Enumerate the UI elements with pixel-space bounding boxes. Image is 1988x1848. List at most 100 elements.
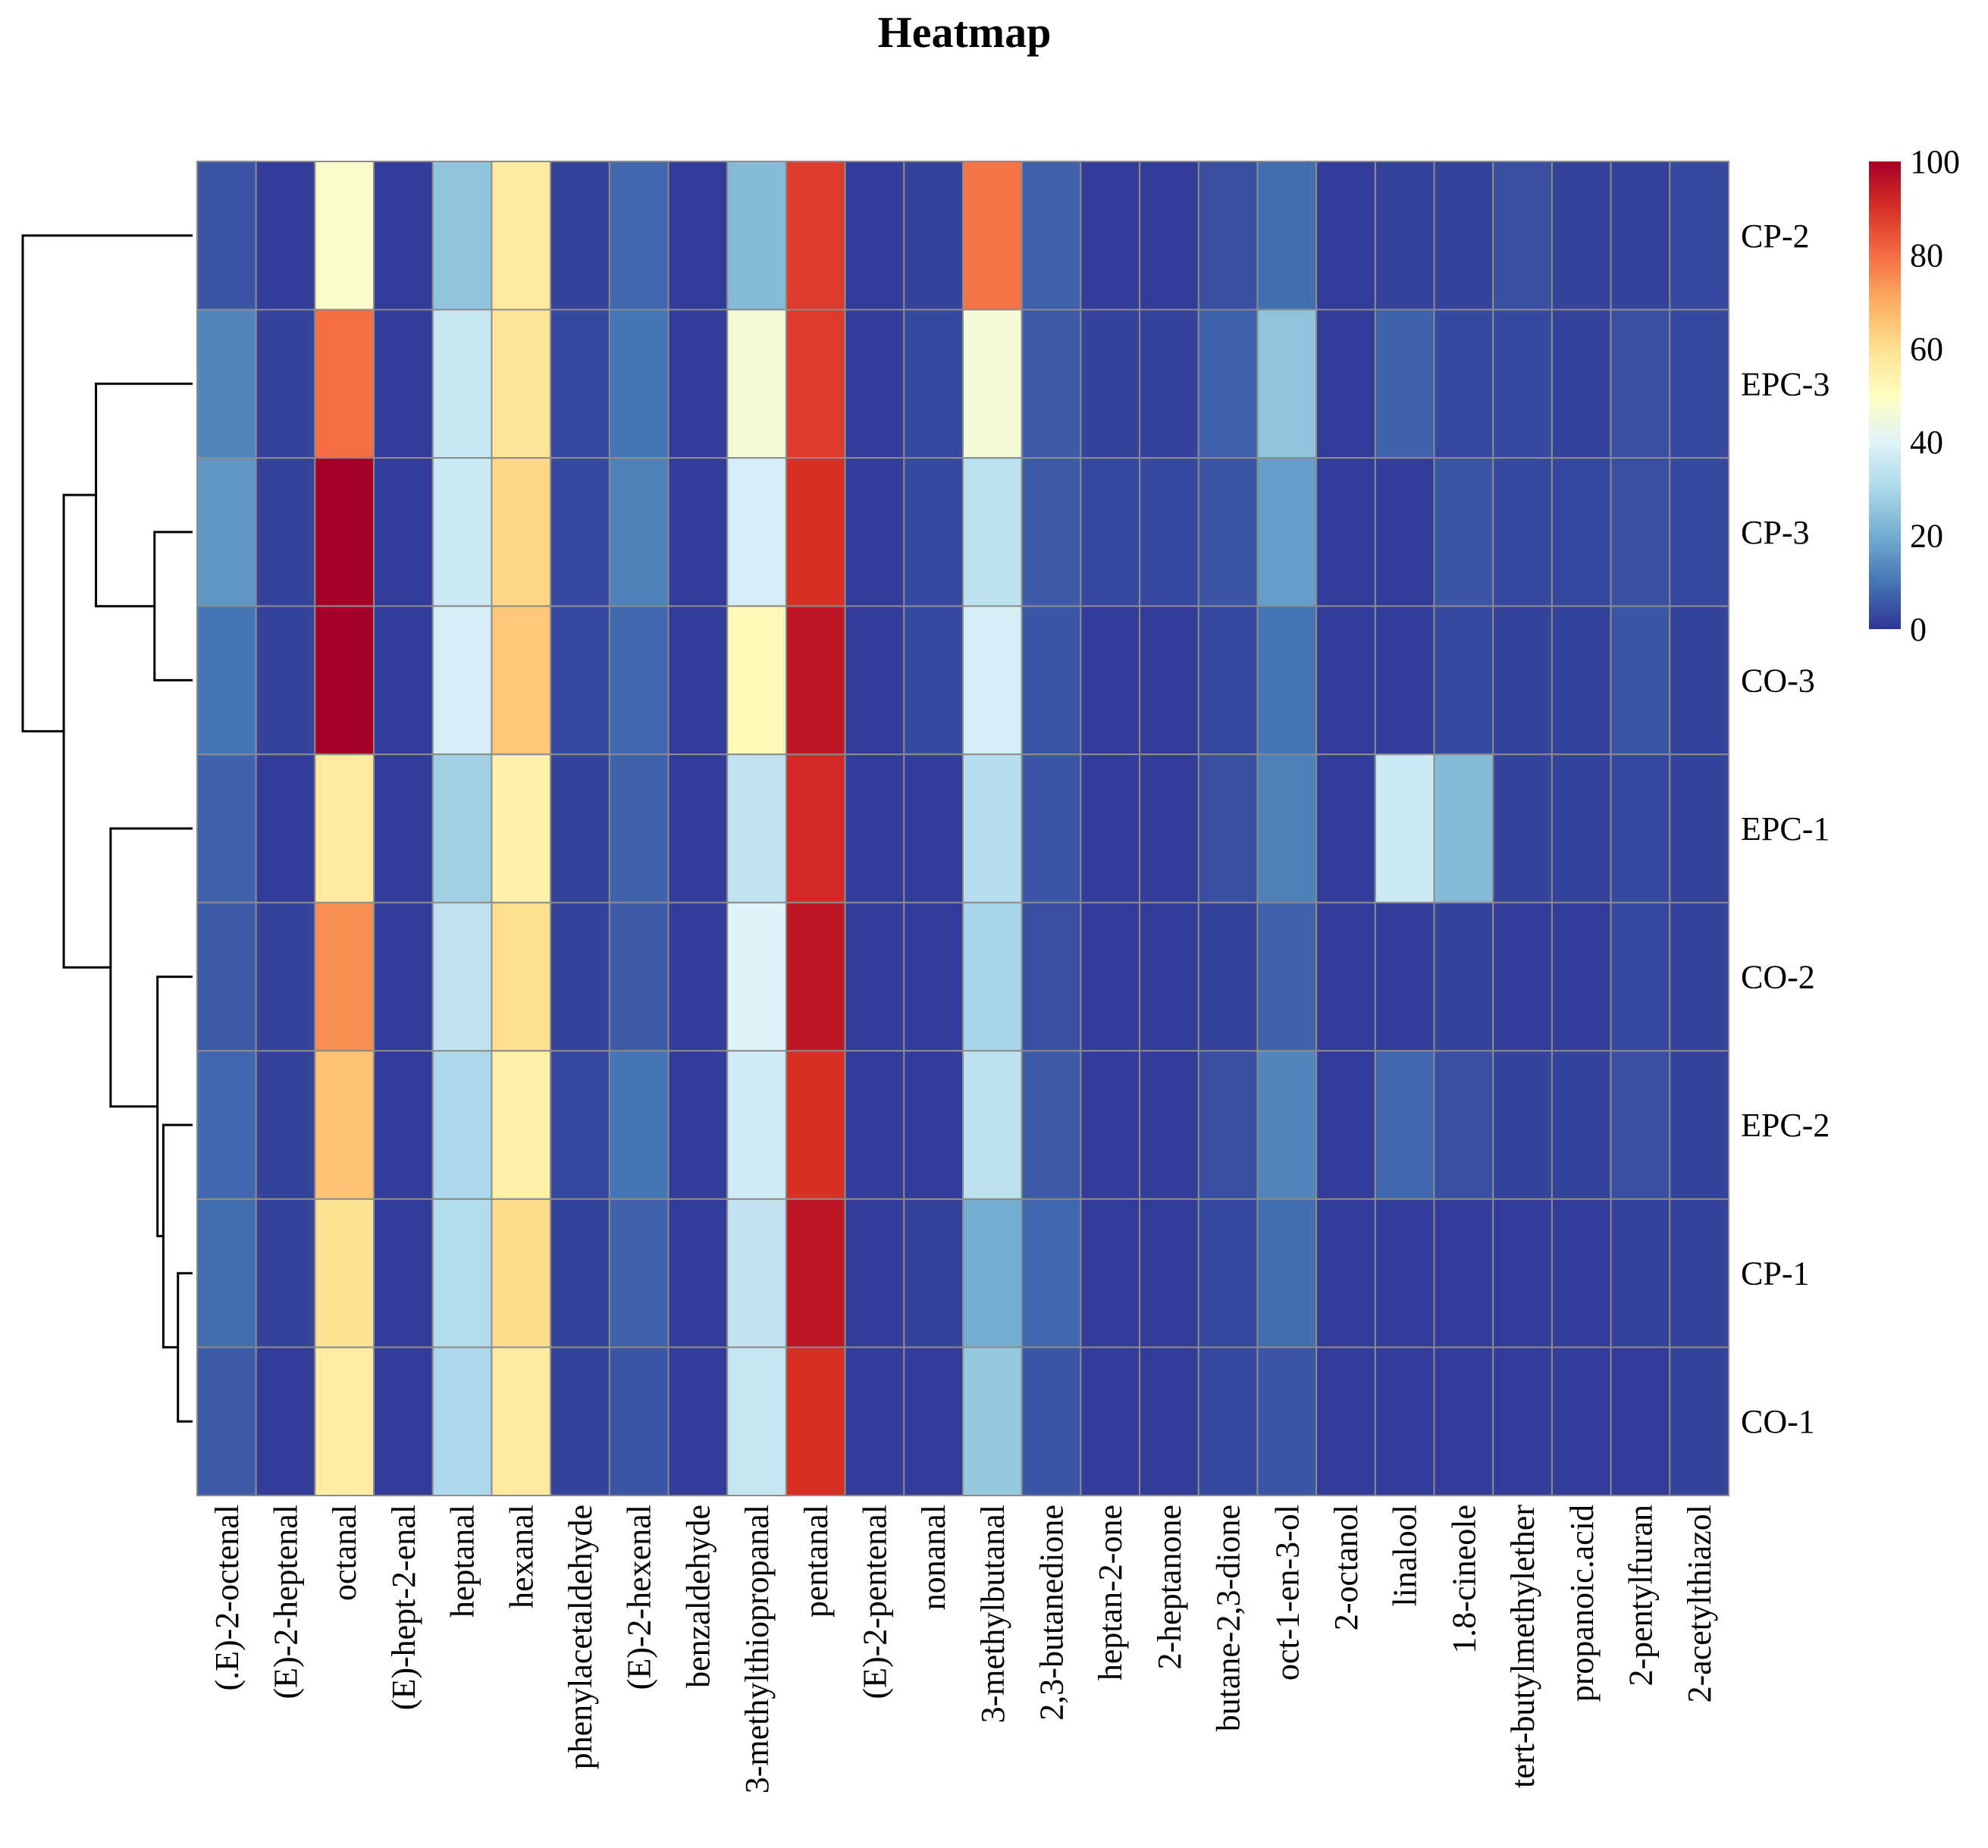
dendrogram-branch <box>21 234 193 733</box>
heatmap-cell <box>1021 901 1082 1052</box>
heatmap-cell <box>1021 1050 1082 1200</box>
heatmap-cell <box>962 753 1023 904</box>
heatmap-cell <box>1551 1346 1612 1496</box>
column-label: (E)-2-pentenal <box>856 1505 893 1699</box>
heatmap-cell <box>314 1346 375 1496</box>
heatmap-cell <box>1610 753 1671 904</box>
heatmap-cell <box>844 605 905 756</box>
heatmap-cell <box>196 605 257 756</box>
heatmap-cell <box>962 605 1023 756</box>
column-label: linalool <box>1387 1505 1424 1606</box>
heatmap-cell <box>1551 605 1612 756</box>
row-label: CO-2 <box>1741 959 1815 996</box>
heatmap-cell <box>1080 309 1141 459</box>
heatmap-cell <box>1315 161 1376 311</box>
heatmap-cell <box>1197 901 1259 1052</box>
heatmap-cell <box>608 901 669 1052</box>
column-label: 1.8-cineole <box>1445 1505 1482 1654</box>
heatmap-cell <box>255 901 316 1052</box>
row-label: EPC-3 <box>1741 365 1830 402</box>
heatmap-cell <box>1492 1050 1553 1200</box>
heatmap-cell <box>667 1346 729 1496</box>
column-label: 2-octanol <box>1328 1505 1365 1630</box>
heatmap-cell <box>1080 457 1141 607</box>
heatmap-cell <box>431 457 493 607</box>
heatmap-cell <box>1669 605 1730 756</box>
heatmap-cell <box>785 309 846 459</box>
heatmap-cell <box>1433 901 1494 1052</box>
column-label: (E)-2-heptenal <box>268 1505 305 1699</box>
heatmap-cell <box>667 605 729 756</box>
heatmap-cell <box>550 1198 610 1348</box>
heatmap-cell <box>314 1198 375 1348</box>
heatmap-cell <box>255 161 316 311</box>
heatmap-cell <box>1669 457 1730 607</box>
heatmap-cell <box>1080 161 1141 311</box>
heatmap-cell <box>1139 1198 1199 1348</box>
heatmap-cell <box>431 1050 493 1200</box>
heatmap-cell <box>196 161 257 311</box>
heatmap-cell <box>1315 901 1376 1052</box>
heatmap-cell <box>1551 457 1612 607</box>
heatmap-cell <box>1080 605 1141 756</box>
heatmap-cell <box>667 1050 729 1200</box>
heatmap-cell <box>1433 1198 1494 1348</box>
heatmap-cell <box>196 1346 257 1496</box>
heatmap-cell <box>903 605 964 756</box>
heatmap-cell <box>844 901 905 1052</box>
heatmap-cell <box>314 901 375 1052</box>
heatmap-cell <box>785 1198 846 1348</box>
heatmap-cell <box>785 901 846 1052</box>
heatmap-cell <box>667 309 729 459</box>
heatmap-cell <box>314 457 375 607</box>
heatmap-cell <box>431 309 493 459</box>
heatmap-cell <box>844 1198 905 1348</box>
heatmap-cell <box>550 309 610 459</box>
heatmap-cell <box>1315 1346 1376 1496</box>
heatmap-cell <box>1139 457 1199 607</box>
heatmap-cell <box>314 1050 375 1200</box>
heatmap-cell <box>1139 605 1199 756</box>
heatmap-cell <box>431 753 493 904</box>
row-label: CO-3 <box>1741 662 1815 699</box>
column-label: 3-methylthiopropanal <box>738 1505 776 1793</box>
heatmap-cell <box>373 605 434 756</box>
heatmap-cell <box>1551 1198 1612 1348</box>
heatmap-cell <box>1610 1050 1671 1200</box>
heatmap-cell <box>1610 161 1671 311</box>
heatmap-cell <box>373 1346 434 1496</box>
heatmap-cell <box>1139 1346 1199 1496</box>
heatmap-cell <box>1256 1198 1318 1348</box>
heatmap-cell <box>1492 1198 1553 1348</box>
heatmap-cell <box>1669 901 1730 1052</box>
heatmap-cell <box>255 457 316 607</box>
heatmap-cell <box>1256 605 1318 756</box>
heatmap-cell <box>962 309 1023 459</box>
heatmap-cell <box>608 457 669 607</box>
heatmap-cell <box>1197 1198 1259 1348</box>
heatmap-cell <box>431 1346 493 1496</box>
heatmap-cell <box>491 309 552 459</box>
heatmap-cell <box>1256 457 1318 607</box>
row-label: EPC-1 <box>1741 810 1830 847</box>
heatmap-cell <box>1080 901 1141 1052</box>
column-label: oct-1-en-3-ol <box>1268 1505 1306 1680</box>
heatmap-cell <box>1315 1198 1376 1348</box>
colorbar-gradient <box>1869 161 1901 629</box>
heatmap-cell <box>903 161 964 311</box>
dendrogram-branch <box>95 382 193 608</box>
heatmap-cell <box>1256 753 1318 904</box>
heatmap-cell <box>1492 753 1553 904</box>
heatmap-cell <box>1315 1050 1376 1200</box>
heatmap-cell <box>1315 753 1376 904</box>
heatmap-cell <box>1080 1198 1141 1348</box>
heatmap-cell <box>1610 457 1671 607</box>
heatmap-cell <box>962 1050 1023 1200</box>
row-label: CP-3 <box>1741 514 1809 551</box>
heatmap-cell <box>314 161 375 311</box>
heatmap-cell <box>1197 1050 1259 1200</box>
heatmap-cell <box>314 309 375 459</box>
heatmap-cell <box>1492 901 1553 1052</box>
heatmap-cell <box>1021 605 1082 756</box>
heatmap-cell <box>431 901 493 1052</box>
